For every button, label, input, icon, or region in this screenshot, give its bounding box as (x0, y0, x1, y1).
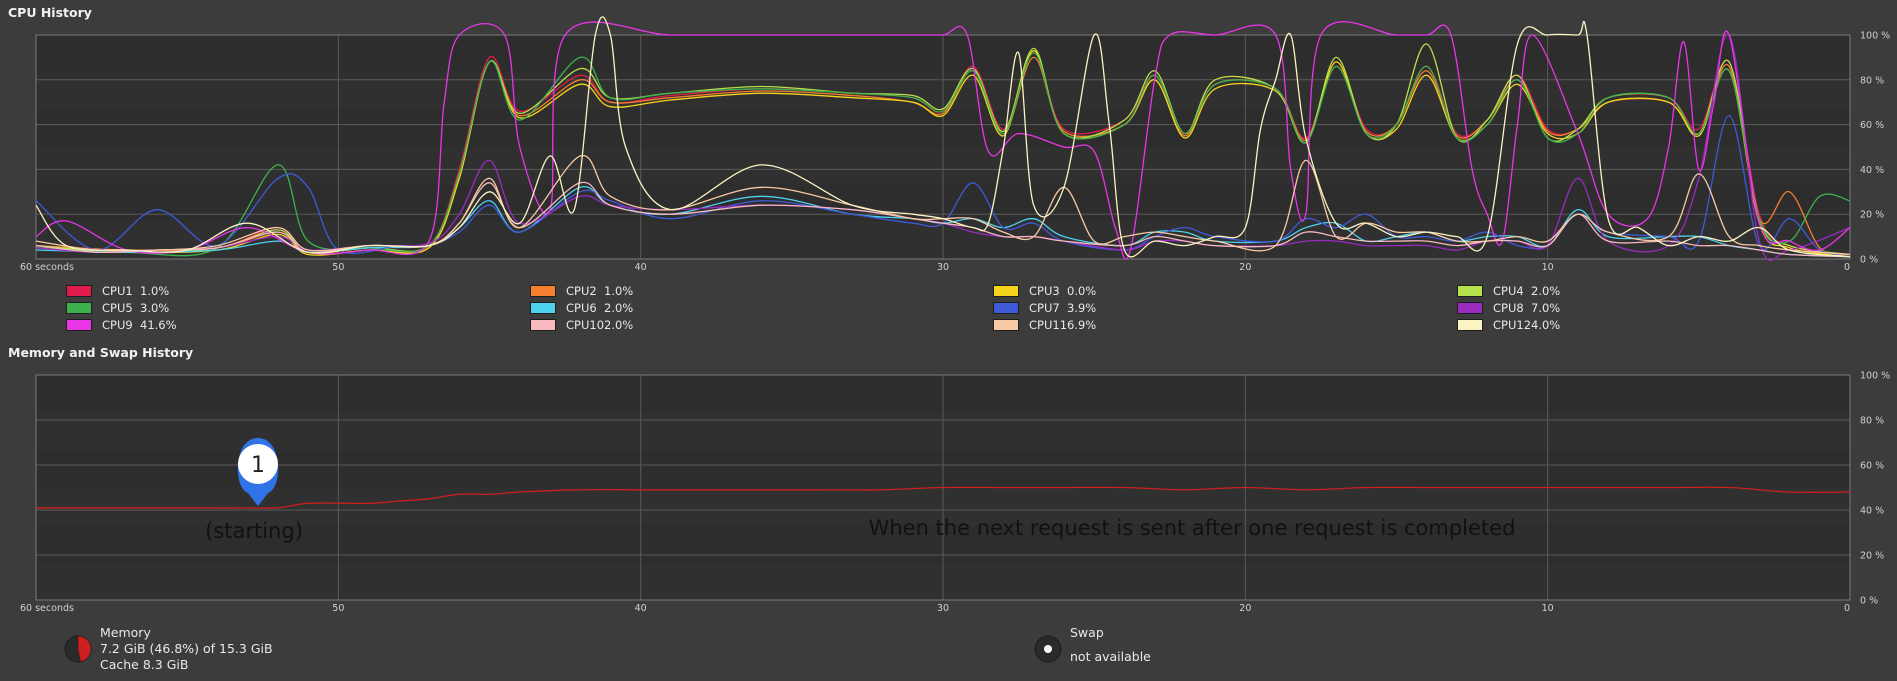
swap-pie-icon[interactable] (1033, 634, 1063, 664)
legend-cpu-value: 0.0% (1067, 284, 1097, 298)
legend-item-cpu6[interactable]: CPU6 2.0% (530, 301, 633, 315)
legend-color-swatch[interactable] (993, 319, 1019, 331)
memory-y-tick-label: 0 % (1860, 596, 1878, 607)
legend-cpu-name: CPU2 (566, 284, 597, 298)
legend-cpu-value: 1.0% (140, 284, 170, 298)
memory-detail: 7.2 GiB (46.8%) of 15.3 GiB (100, 641, 273, 656)
legend-cpu-name: CPU5 (102, 301, 133, 315)
legend-cpu-value: 6.9% (1067, 318, 1097, 332)
memory-x-tick-label: 50 (332, 603, 344, 614)
legend-color-swatch[interactable] (993, 285, 1019, 297)
legend-item-cpu11[interactable]: CPU11 6.9% (993, 318, 1096, 332)
memory-frame (35, 374, 1851, 601)
legend-cpu-value: 2.0% (604, 301, 634, 315)
legend-color-swatch[interactable] (66, 302, 92, 314)
legend-item-cpu1[interactable]: CPU1 1.0% (66, 284, 169, 298)
memory-y-tick-label: 100 % (1860, 371, 1890, 382)
legend-item-cpu12[interactable]: CPU12 4.0% (1457, 318, 1560, 332)
legend-item-cpu2[interactable]: CPU2 1.0% (530, 284, 633, 298)
legend-cpu-value: 3.9% (1067, 301, 1097, 315)
legend-cpu-value: 2.0% (604, 318, 634, 332)
memory-x-tick-label: 0 (1844, 603, 1850, 614)
memory-x-tick-label: 40 (635, 603, 647, 614)
swap-label: Swap (1070, 625, 1104, 640)
cpu-y-tick-label: 60 % (1860, 120, 1884, 131)
legend-cpu-name: CPU7 (1029, 301, 1060, 315)
cpu-y-tick-label: 40 % (1860, 165, 1884, 176)
cpu-x-tick-label: 20 (1239, 262, 1251, 273)
cpu-y-tick-label: 100 % (1860, 31, 1890, 42)
memory-series-memory (35, 486, 1851, 509)
legend-color-swatch[interactable] (530, 285, 556, 297)
legend-cpu-name: CPU1 (102, 284, 133, 298)
legend-item-cpu9[interactable]: CPU9 41.6% (66, 318, 177, 332)
legend-color-swatch[interactable] (66, 285, 92, 297)
cpu-x-tick-label: 60 seconds (20, 262, 74, 273)
legend-item-cpu8[interactable]: CPU8 7.0% (1457, 301, 1560, 315)
legend-item-cpu4[interactable]: CPU4 2.0% (1457, 284, 1560, 298)
cpu-series-cpu5 (35, 52, 1851, 257)
cpu-y-tick-label: 80 % (1860, 75, 1884, 86)
memory-x-tick-label: 10 (1542, 603, 1554, 614)
legend-color-swatch[interactable] (530, 302, 556, 314)
memory-history-title: Memory and Swap History (8, 345, 194, 360)
legend-color-swatch[interactable] (66, 319, 92, 331)
legend-color-swatch[interactable] (1457, 285, 1483, 297)
cpu-x-tick-label: 50 (332, 262, 344, 273)
legend-cpu-name: CPU12 (1493, 318, 1532, 332)
legend-color-swatch[interactable] (1457, 319, 1483, 331)
memory-label: Memory (100, 625, 151, 640)
legend-item-cpu5[interactable]: CPU5 3.0% (66, 301, 169, 315)
cpu-series-cpu11 (35, 155, 1851, 256)
cpu-series-cpu9 (35, 21, 1851, 260)
legend-cpu-value: 1.0% (604, 284, 634, 298)
memory-x-tick-label: 30 (937, 603, 949, 614)
memory-x-tick-label: 20 (1239, 603, 1251, 614)
memory-y-tick-label: 80 % (1860, 416, 1884, 427)
cpu-y-tick-label: 20 % (1860, 210, 1884, 221)
legend-cpu-name: CPU11 (1029, 318, 1068, 332)
legend-cpu-name: CPU6 (566, 301, 597, 315)
legend-cpu-name: CPU8 (1493, 301, 1524, 315)
legend-cpu-value: 3.0% (140, 301, 170, 315)
memory-y-tick-label: 60 % (1860, 461, 1884, 472)
cpu-x-tick-label: 0 (1844, 262, 1850, 273)
legend-cpu-value: 4.0% (1531, 318, 1561, 332)
legend-item-cpu7[interactable]: CPU7 3.9% (993, 301, 1096, 315)
memory-x-tick-label: 60 seconds (20, 603, 74, 614)
cpu-x-tick-label: 40 (635, 262, 647, 273)
swap-info: Swap not available (1070, 625, 1151, 665)
memory-pie-icon[interactable] (63, 634, 93, 664)
swap-detail: not available (1070, 649, 1151, 664)
memory-history-chart: 60 seconds 50 40 30 20 10 0 0 % 20 % 40 % 60 % 80 %… (20, 371, 1890, 615)
cpu-series-cpu12 (35, 16, 1851, 258)
legend-cpu-value: 7.0% (1531, 301, 1561, 315)
legend-cpu-name: CPU10 (566, 318, 605, 332)
legend-cpu-value: 2.0% (1531, 284, 1561, 298)
legend-color-swatch[interactable] (530, 319, 556, 331)
legend-cpu-name: CPU4 (1493, 284, 1524, 298)
legend-item-cpu3[interactable]: CPU3 0.0% (993, 284, 1096, 298)
cpu-y-tick-label: 0 % (1860, 255, 1878, 266)
legend-cpu-name: CPU3 (1029, 284, 1060, 298)
memory-y-tick-label: 40 % (1860, 506, 1884, 517)
cache-detail: Cache 8.3 GiB (100, 657, 189, 672)
legend-cpu-value: 41.6% (140, 318, 177, 332)
memory-info: Memory 7.2 GiB (46.8%) of 15.3 GiB Cache… (100, 625, 273, 673)
cpu-legend: CPU1 1.0% CPU2 1.0% CPU3 0.0% CPU4 2.0% CPU5 3.0%… (0, 284, 1897, 336)
memory-y-tick-label: 20 % (1860, 551, 1884, 562)
legend-color-swatch[interactable] (1457, 302, 1483, 314)
legend-cpu-name: CPU9 (102, 318, 133, 332)
cpu-x-tick-label: 30 (937, 262, 949, 273)
legend-color-swatch[interactable] (993, 302, 1019, 314)
cpu-x-tick-label: 10 (1542, 262, 1554, 273)
cpu-history-chart: 60 seconds 50 40 30 20 10 0 0 % 20 % 40 % 60 % 80 %… (20, 16, 1890, 273)
legend-item-cpu10[interactable]: CPU10 2.0% (530, 318, 633, 332)
cpu-history-title: CPU History (8, 5, 92, 20)
